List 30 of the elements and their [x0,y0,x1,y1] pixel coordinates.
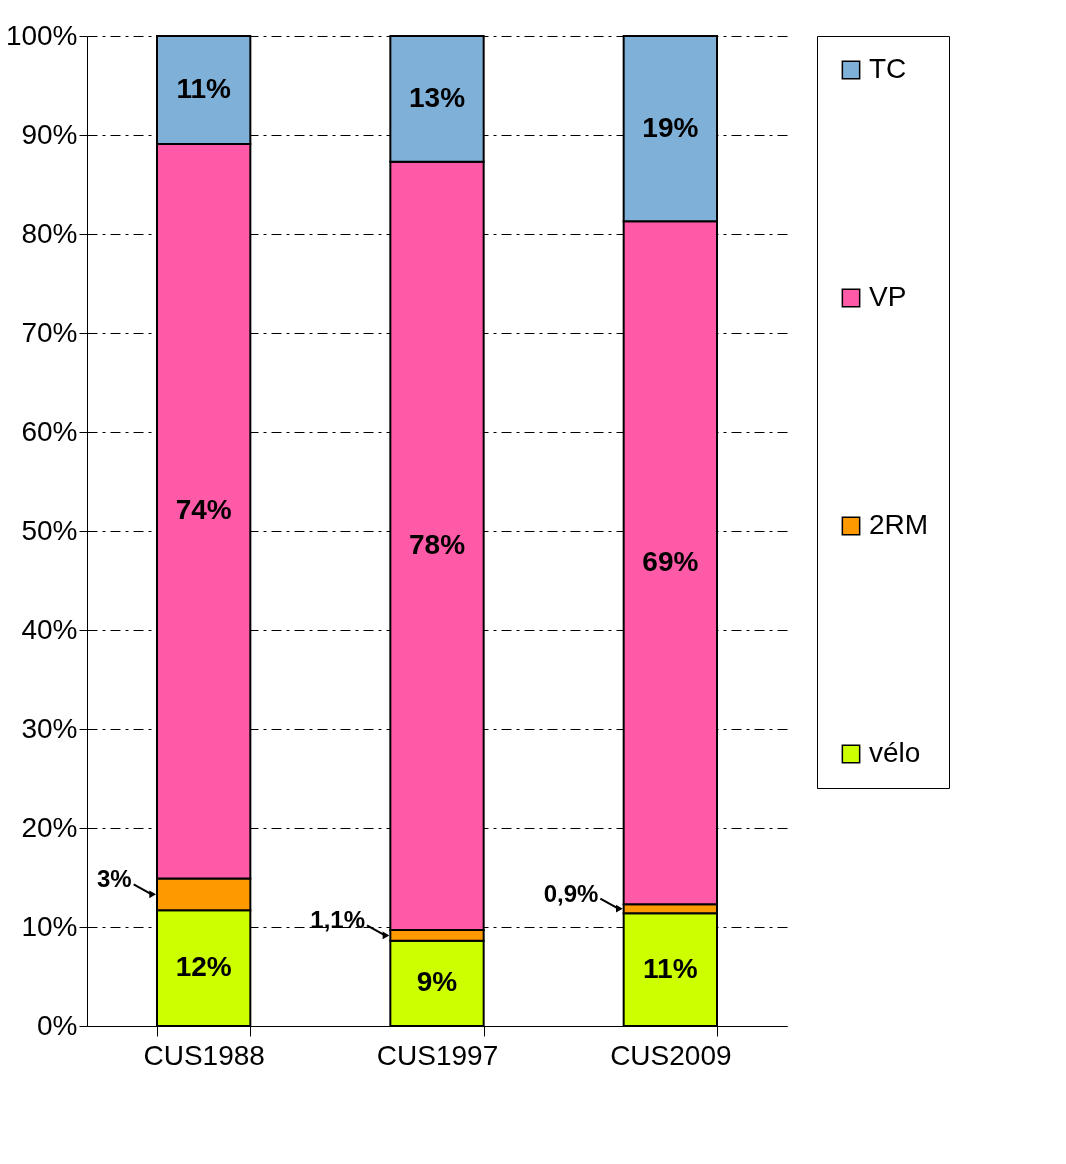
y-tick-label: 10% [21,910,78,942]
x-tick-label: CUS1997 [376,1039,499,1071]
data-label: 9% [416,966,458,998]
data-label: 11% [176,72,232,104]
data-label: 11% [643,952,698,984]
legend-label: VP [869,281,907,312]
data-label: 13% [408,81,466,113]
data-label: 0,9% [543,879,599,907]
x-tick-label: CUS1988 [143,1039,265,1071]
data-label: 19% [642,111,699,143]
y-tick-label: 20% [21,811,78,843]
data-label: 69% [642,545,699,577]
y-tick-label: 60% [21,415,78,447]
legend-label: vélo [869,737,921,768]
data-label: 12% [175,951,232,983]
y-tick-label: 30% [21,712,78,744]
y-tick-label: 40% [21,613,78,645]
y-tick-label: 90% [21,118,78,150]
data-label: 78% [408,528,466,560]
y-tick-label: 80% [21,217,78,249]
y-tick-label: 70% [21,316,78,348]
data-label: 74% [175,494,232,526]
y-tick-label: 50% [21,514,78,546]
y-tick-label: 0% [37,1009,78,1041]
y-tick-label: 100% [5,19,78,51]
data-label: 3% [96,865,132,893]
legend-label: 2RM [869,509,929,540]
legend-label: TC [869,53,907,84]
data-label: 1,1% [310,906,365,934]
x-tick-label: CUS2009 [610,1039,732,1071]
